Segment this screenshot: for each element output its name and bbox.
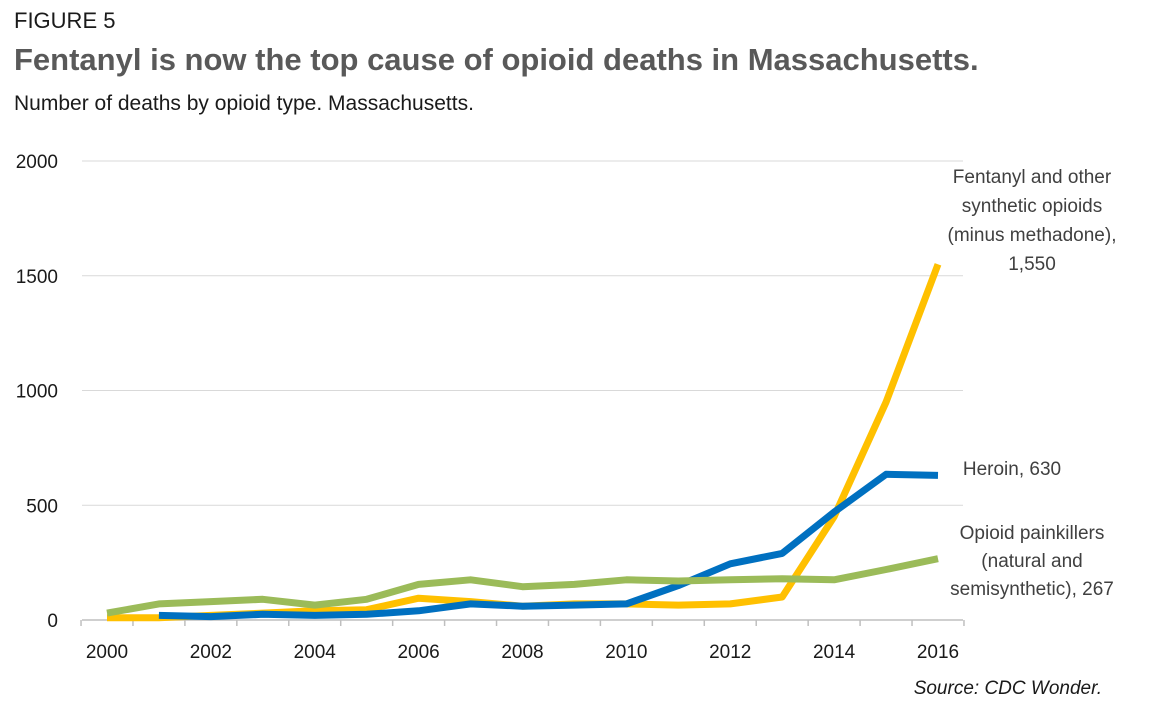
x-tick-label: 2008 — [501, 642, 543, 663]
series-labels: Fentanyl and other synthetic opioids (minu… — [948, 167, 1117, 600]
x-tick-label: 2014 — [813, 642, 856, 663]
y-axis-ticks: 0 500 1000 1500 2000 — [16, 152, 58, 632]
y-tick-label: 0 — [47, 611, 58, 632]
x-tick-label: 2006 — [397, 642, 439, 663]
gridlines — [82, 160, 963, 506]
x-tick-label: 2010 — [605, 642, 647, 663]
series-label-painkillers: Opioid painkillers (natural and semisynthe… — [950, 523, 1114, 600]
y-tick-label: 500 — [26, 496, 58, 517]
x-tick-label: 2002 — [190, 642, 232, 663]
x-tick-label: 2012 — [709, 642, 751, 663]
x-axis-ticks: 2000 2002 2004 2006 2008 2010 2012 2014 2016 — [86, 642, 959, 663]
x-tick-label: 2004 — [294, 642, 337, 663]
figure-label: FIGURE 5 — [14, 8, 116, 33]
series-label-fentanyl: Fentanyl and other synthetic opioids (minu… — [948, 167, 1117, 275]
series-line-heroin — [158, 470, 939, 621]
x-tick-label: 2000 — [86, 642, 128, 663]
y-tick-label: 1500 — [16, 267, 58, 288]
source-note: Source: CDC Wonder. — [913, 678, 1102, 699]
series-line-fentanyl — [107, 263, 942, 622]
y-tick-label: 2000 — [16, 152, 58, 173]
series-line-painkillers — [106, 555, 939, 617]
x-tick-label: 2016 — [917, 642, 959, 663]
chart-subtitle: Number of deaths by opioid type. Massach… — [14, 92, 474, 115]
y-tick-label: 1000 — [16, 382, 58, 403]
series-lines — [106, 263, 942, 622]
x-axis — [80, 619, 965, 626]
series-label-heroin: Heroin, 630 — [963, 459, 1061, 480]
chart-title: Fentanyl is now the top cause of opioid … — [14, 42, 979, 77]
